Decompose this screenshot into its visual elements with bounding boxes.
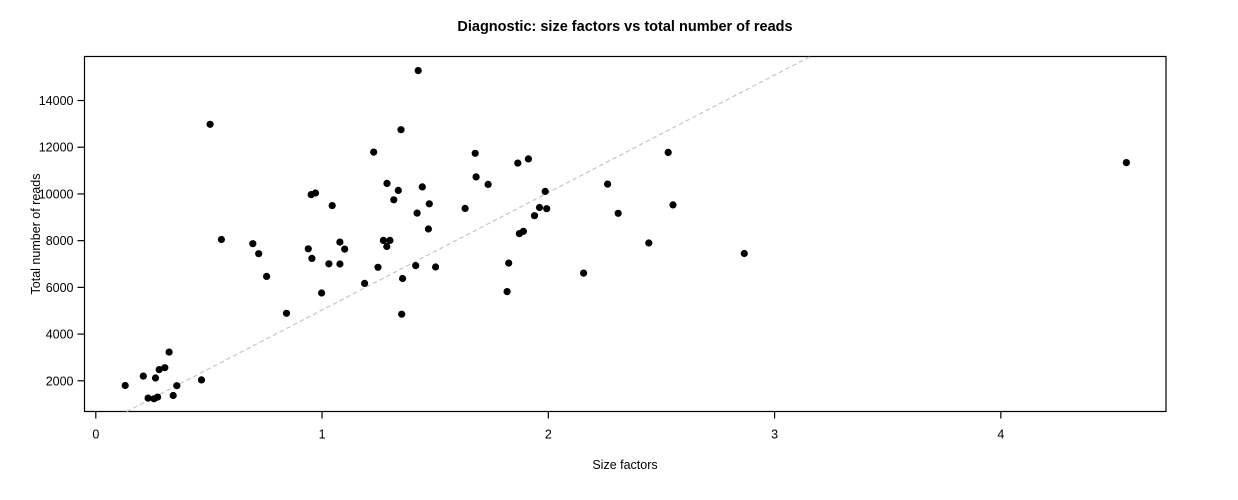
- data-point: [645, 239, 653, 247]
- data-points-group: [121, 67, 1130, 403]
- data-point: [432, 263, 440, 271]
- data-point: [412, 262, 420, 270]
- data-point: [374, 263, 382, 271]
- data-point: [543, 205, 551, 213]
- data-point: [328, 202, 336, 210]
- x-tick-label: 4: [997, 428, 1004, 442]
- data-point: [505, 259, 513, 267]
- x-axis-ticks: 0 1 2 3 4: [92, 411, 1004, 442]
- data-point: [361, 279, 369, 287]
- data-point: [514, 159, 522, 167]
- y-axis-label: Total number of reads: [29, 174, 43, 295]
- data-point: [541, 187, 549, 195]
- data-point: [530, 212, 539, 220]
- data-point: [165, 348, 173, 356]
- data-point: [424, 225, 432, 233]
- data-point: [413, 209, 421, 217]
- data-point: [383, 242, 391, 251]
- data-point: [206, 120, 214, 128]
- data-point: [390, 196, 398, 204]
- data-point: [318, 289, 326, 297]
- data-point: [197, 376, 206, 384]
- reference-line-group: [126, 55, 811, 413]
- data-point: [217, 235, 225, 244]
- y-tick-label: 2000: [46, 374, 74, 388]
- data-point: [139, 372, 147, 380]
- data-point: [519, 227, 528, 235]
- data-point: [414, 67, 422, 75]
- data-point: [664, 148, 672, 156]
- data-point: [161, 364, 169, 372]
- chart-title: Diagnostic: size factors vs total number…: [457, 19, 792, 35]
- x-tick-label: 2: [545, 428, 552, 442]
- x-tick-label: 1: [319, 428, 326, 442]
- data-point: [399, 274, 407, 283]
- y-tick-label: 6000: [46, 281, 74, 295]
- data-point: [155, 366, 163, 374]
- data-point: [383, 179, 391, 187]
- data-point: [311, 189, 320, 197]
- data-point: [249, 240, 257, 248]
- data-point: [461, 204, 469, 212]
- data-point: [669, 201, 677, 209]
- data-point: [614, 209, 622, 217]
- data-point: [471, 149, 479, 157]
- data-point: [263, 272, 271, 280]
- data-point: [121, 381, 129, 390]
- data-point: [524, 155, 533, 163]
- data-point: [484, 180, 492, 188]
- data-point: [740, 249, 748, 258]
- data-point: [418, 183, 426, 191]
- data-point: [394, 186, 402, 194]
- y-tick-label: 10000: [39, 187, 74, 201]
- data-point: [503, 288, 511, 296]
- data-point: [386, 236, 394, 244]
- data-point: [169, 391, 177, 400]
- y-tick-label: 14000: [39, 94, 74, 108]
- data-point: [151, 374, 160, 382]
- data-point: [173, 382, 181, 390]
- data-point: [304, 245, 312, 253]
- data-point: [604, 180, 612, 188]
- data-point: [398, 310, 406, 318]
- data-point: [154, 393, 162, 401]
- data-point: [1122, 159, 1130, 167]
- data-point: [325, 260, 333, 268]
- data-point: [308, 254, 316, 262]
- data-point: [144, 394, 152, 402]
- data-point: [535, 203, 544, 212]
- data-point: [379, 236, 387, 244]
- y-axis-ticks: 2000 4000 6000 8000 10000 12000 14000: [39, 94, 85, 388]
- data-point: [255, 250, 263, 258]
- data-point: [397, 126, 405, 134]
- data-point: [336, 260, 344, 268]
- x-tick-label: 0: [92, 428, 99, 442]
- reference-dashed-line: [126, 55, 811, 413]
- data-point: [580, 269, 588, 277]
- y-tick-label: 8000: [46, 234, 74, 248]
- data-point: [336, 238, 344, 246]
- data-point: [341, 245, 349, 253]
- y-tick-label: 12000: [39, 141, 74, 155]
- plot-frame: [83, 55, 1167, 413]
- y-tick-label: 4000: [46, 328, 74, 342]
- data-point: [472, 173, 480, 181]
- plot-box: [83, 55, 1167, 413]
- data-point: [425, 200, 433, 208]
- x-tick-label: 3: [771, 428, 778, 442]
- data-point: [282, 309, 291, 317]
- x-axis-label: Size factors: [592, 458, 657, 472]
- data-point: [370, 148, 378, 156]
